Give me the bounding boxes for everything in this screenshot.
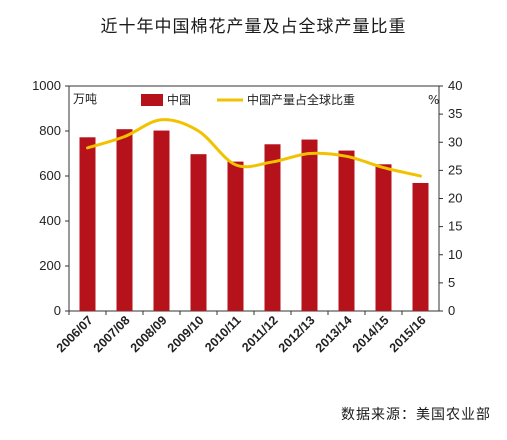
chart-title: 近十年中国棉花产量及占全球产量比重 bbox=[100, 17, 407, 37]
x-tick-label: 2009/10 bbox=[165, 313, 207, 355]
left-tick-label: 800 bbox=[39, 123, 61, 138]
left-tick-label: 1000 bbox=[32, 78, 61, 93]
left-tick-label: 200 bbox=[39, 258, 61, 273]
right-tick-label: 5 bbox=[448, 275, 455, 290]
right-tick-label: 25 bbox=[448, 162, 462, 177]
x-tick-label: 2007/08 bbox=[91, 313, 133, 355]
x-tick-label: 2006/07 bbox=[54, 313, 96, 355]
x-axis: 2006/072007/082008/092009/102010/112011/… bbox=[54, 311, 429, 355]
legend-swatch-bar bbox=[141, 94, 163, 106]
x-tick-label: 2010/11 bbox=[202, 313, 243, 354]
bar bbox=[79, 137, 96, 311]
legend: 中国 中国产量占全球比重 bbox=[141, 92, 355, 107]
right-tick-label: 0 bbox=[448, 303, 455, 318]
share-line bbox=[86, 118, 422, 178]
legend-label-line: 中国产量占全球比重 bbox=[247, 92, 355, 107]
right-tick-label: 35 bbox=[448, 106, 462, 121]
bar bbox=[116, 129, 133, 311]
x-tick-label: 2015/16 bbox=[387, 313, 429, 355]
bar bbox=[338, 150, 355, 311]
right-tick-label: 40 bbox=[448, 78, 462, 93]
left-tick-label: 400 bbox=[39, 213, 61, 228]
bar bbox=[375, 164, 392, 311]
bar bbox=[190, 154, 207, 311]
left-axis: 0 200 400 600 800 1000 bbox=[32, 78, 69, 318]
right-tick-label: 15 bbox=[448, 219, 462, 234]
x-tick-label: 2011/12 bbox=[239, 313, 280, 354]
x-tick-label: 2014/15 bbox=[350, 313, 392, 355]
line-series bbox=[86, 118, 422, 178]
right-axis-unit: % bbox=[428, 93, 439, 107]
bar-series bbox=[79, 129, 429, 311]
x-tick-label: 2012/13 bbox=[276, 313, 318, 355]
bar bbox=[153, 130, 170, 311]
x-tick-label: 2013/14 bbox=[313, 313, 355, 355]
right-tick-label: 30 bbox=[448, 134, 462, 149]
left-axis-unit: 万吨 bbox=[73, 92, 97, 106]
left-tick-label: 600 bbox=[39, 168, 61, 183]
right-tick-label: 20 bbox=[448, 191, 462, 206]
left-tick-label: 0 bbox=[54, 303, 61, 318]
bar bbox=[227, 161, 244, 311]
data-source: 数据来源：美国农业部 bbox=[341, 407, 491, 423]
right-axis: 0 5 10 15 20 25 30 35 40 bbox=[439, 78, 462, 318]
bar bbox=[264, 144, 281, 311]
bar bbox=[301, 139, 318, 311]
right-tick-label: 10 bbox=[448, 247, 462, 262]
legend-label-bar: 中国 bbox=[167, 92, 191, 107]
x-tick-label: 2008/09 bbox=[128, 313, 170, 355]
bar bbox=[412, 182, 429, 311]
